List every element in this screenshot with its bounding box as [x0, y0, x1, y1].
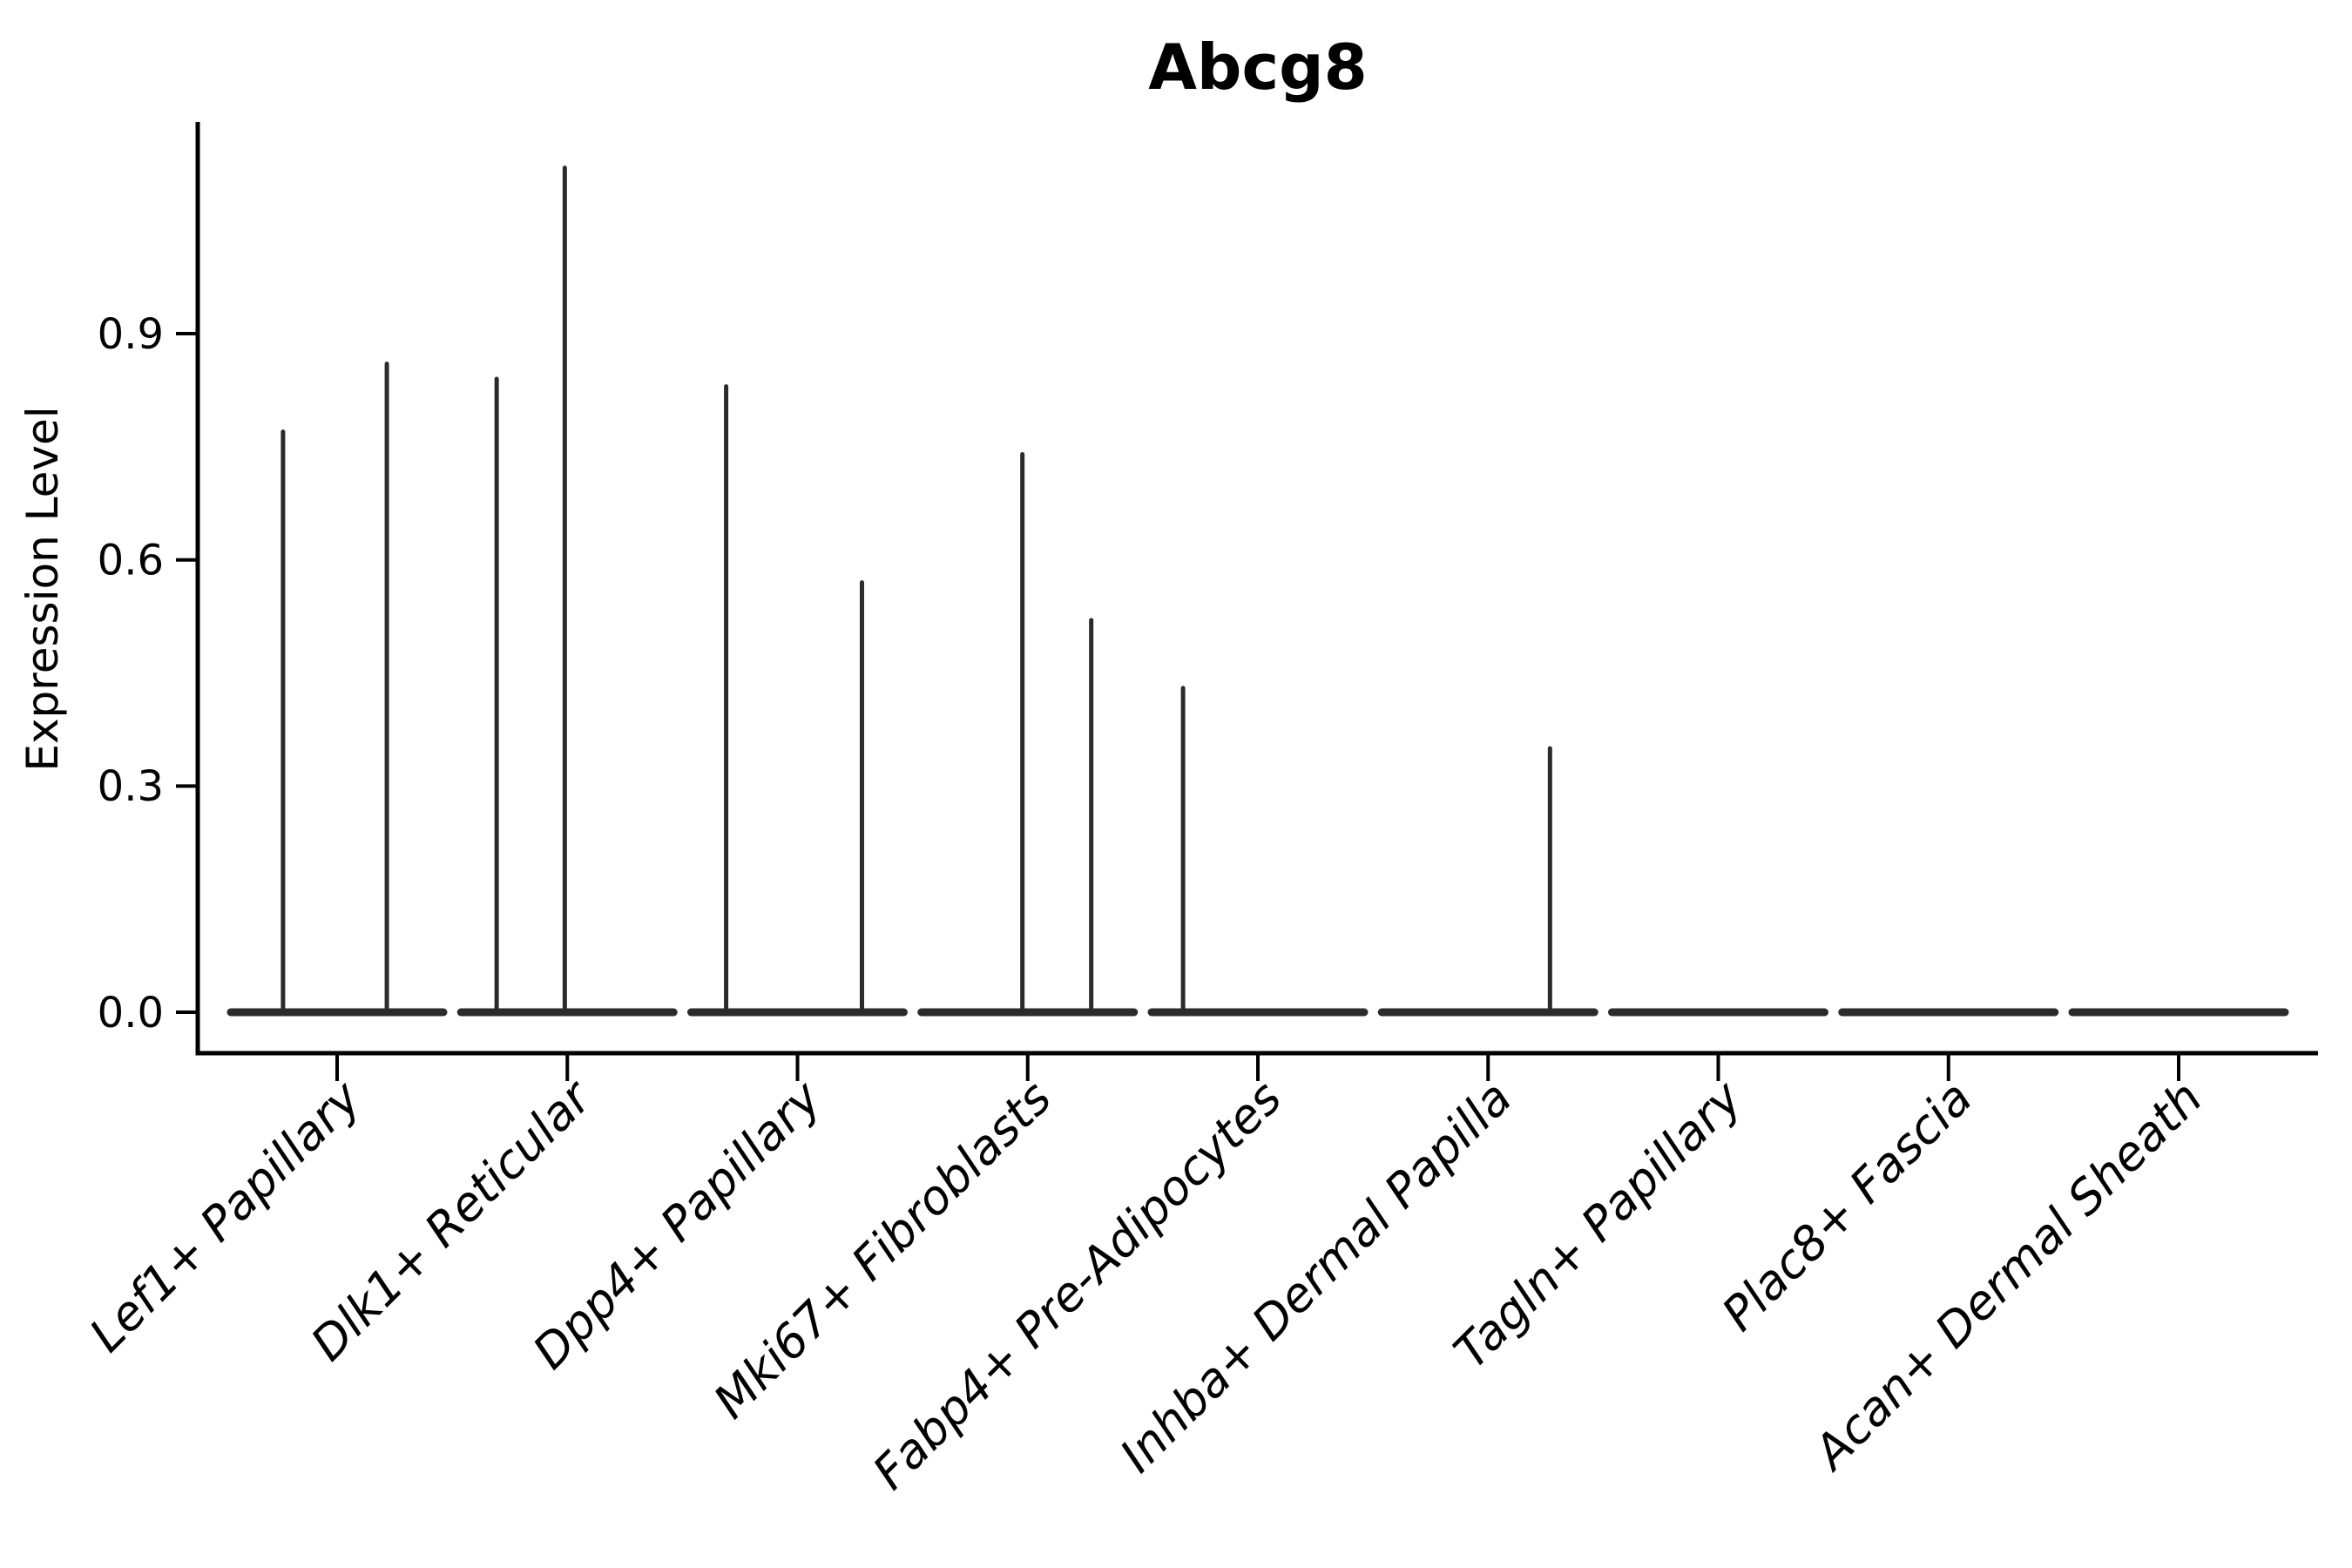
chart-title: Abcg8	[1148, 30, 1368, 104]
x-tick-label: Plac8+ Fascia	[1712, 1071, 1983, 1342]
violins	[226, 166, 2289, 1017]
x-tick-label: Inhba+ Dermal Papilla	[1110, 1071, 1523, 1484]
x-tick-label: Acan+ Dermal Sheath	[1801, 1071, 2213, 1482]
violin	[456, 166, 678, 1017]
violin	[1147, 686, 1369, 1017]
y-tick-label: 0.3	[98, 762, 164, 811]
y-axis-label: Expression Level	[17, 406, 68, 771]
violin	[226, 362, 448, 1017]
y-tick-label: 0.0	[98, 989, 164, 1037]
x-tick-label: Fabp4+ Pre-Adipocytes	[862, 1071, 1292, 1500]
violin	[917, 452, 1139, 1017]
violin	[687, 384, 908, 1017]
y-axis-ticks: 0.0 0.3 0.6 0.9	[98, 310, 198, 1037]
violin	[1377, 746, 1598, 1017]
y-tick-label: 0.9	[98, 310, 164, 359]
y-tick-label: 0.6	[98, 537, 164, 585]
